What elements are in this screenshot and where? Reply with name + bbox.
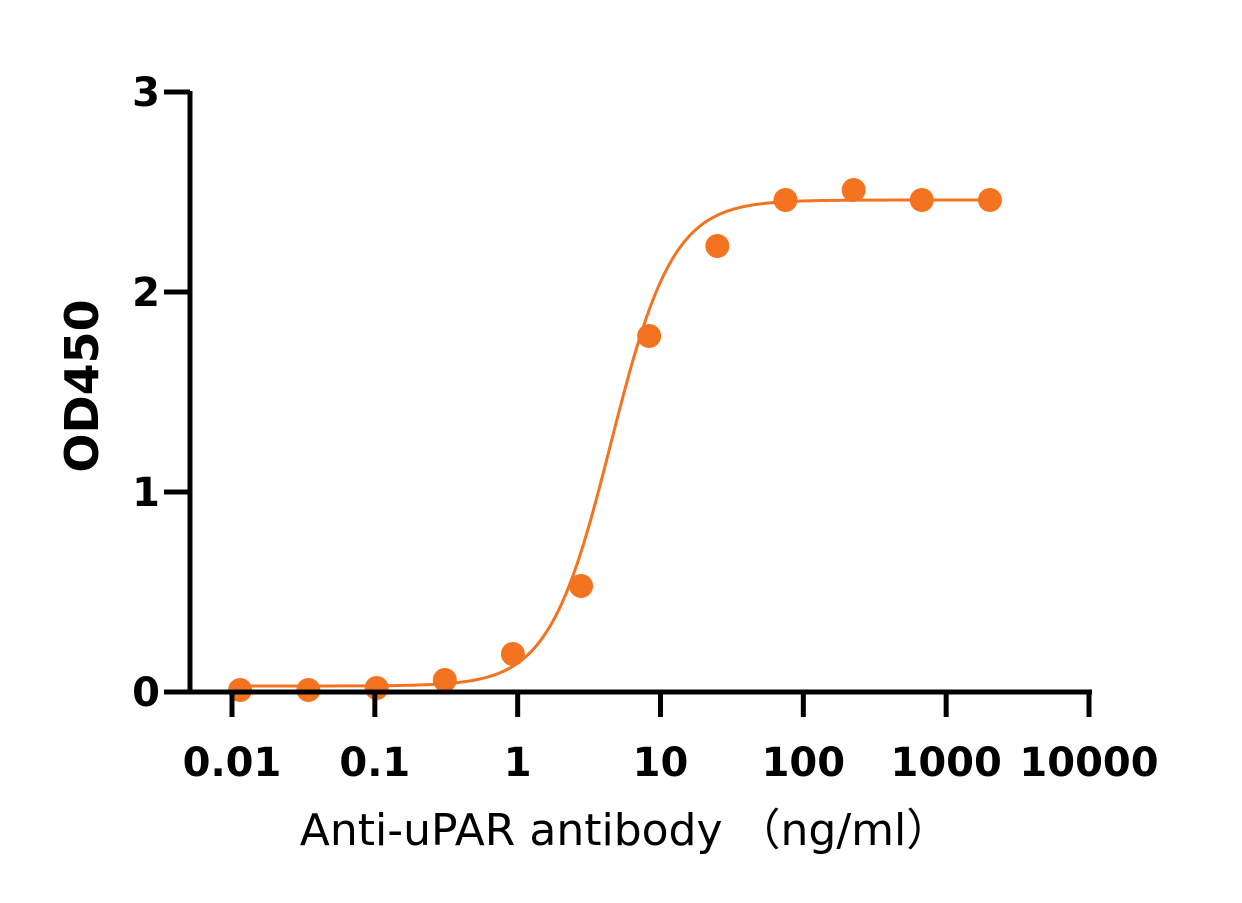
y-tick-label: 3 bbox=[132, 70, 160, 116]
x-tick-label: 1 bbox=[504, 740, 532, 786]
data-point bbox=[773, 188, 798, 212]
y-axis-ticks: 0 1 2 3 bbox=[132, 70, 190, 716]
data-point bbox=[432, 668, 457, 692]
data-point bbox=[637, 324, 662, 348]
x-tick-label: 100 bbox=[762, 740, 846, 786]
data-point bbox=[500, 642, 525, 666]
x-tick-label: 0.01 bbox=[183, 740, 282, 786]
y-tick-label: 2 bbox=[132, 270, 160, 316]
x-tick-label: 10000 bbox=[1019, 740, 1158, 786]
x-tick-label: 1000 bbox=[891, 740, 1002, 786]
y-tick-label: 0 bbox=[132, 670, 160, 716]
x-axis-title: Anti-uPAR antibody （ng/ml） bbox=[300, 805, 950, 856]
x-tick-label: 0.1 bbox=[339, 740, 410, 786]
data-point bbox=[841, 178, 866, 202]
data-point bbox=[705, 234, 730, 258]
x-axis-ticks: 0.01 0.1 1 10 100 1000 10000 bbox=[183, 692, 1159, 786]
data-point bbox=[909, 188, 934, 212]
data-point bbox=[977, 188, 1002, 212]
fit-curve bbox=[240, 198, 990, 688]
y-tick-label: 1 bbox=[132, 470, 160, 516]
y-axis-title: OD450 bbox=[55, 299, 109, 472]
plot-area bbox=[228, 178, 1002, 702]
data-point bbox=[569, 574, 594, 598]
x-tick-label: 10 bbox=[633, 740, 689, 786]
